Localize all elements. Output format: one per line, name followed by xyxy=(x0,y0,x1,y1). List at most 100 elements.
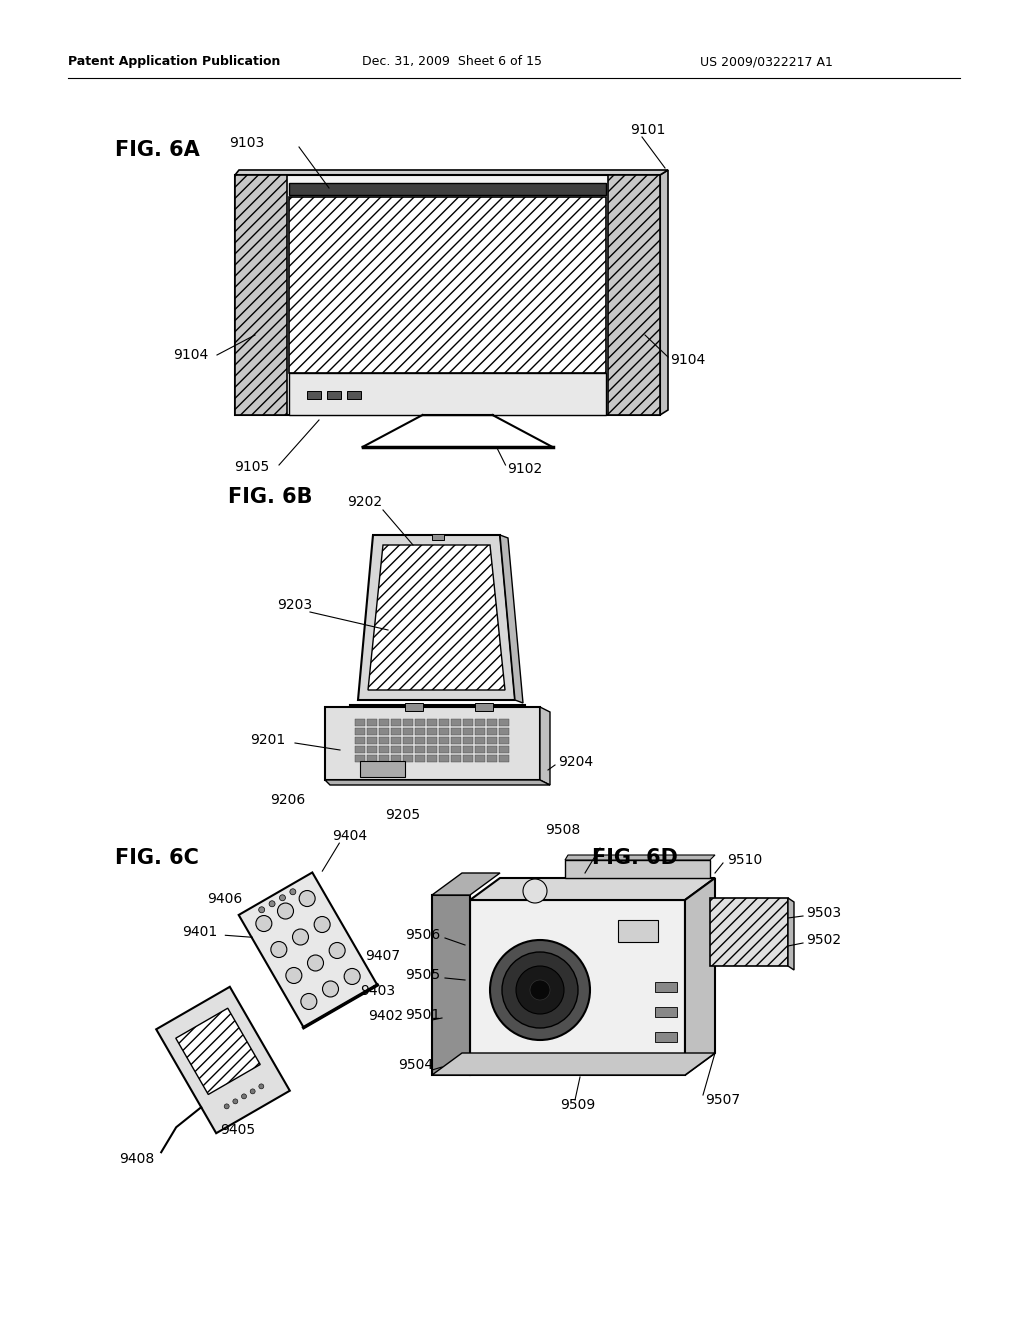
Bar xyxy=(415,746,425,752)
Text: 9202: 9202 xyxy=(347,495,382,510)
Text: 9401: 9401 xyxy=(182,925,218,940)
Text: 9205: 9205 xyxy=(385,808,420,822)
Circle shape xyxy=(290,888,296,895)
Circle shape xyxy=(293,929,308,945)
Bar xyxy=(391,755,401,762)
Bar xyxy=(355,737,365,744)
Polygon shape xyxy=(325,780,550,785)
Bar xyxy=(499,737,509,744)
Bar xyxy=(487,719,497,726)
Bar xyxy=(427,755,437,762)
Bar xyxy=(403,719,413,726)
Bar xyxy=(379,719,389,726)
Circle shape xyxy=(224,1104,229,1109)
Text: 9102: 9102 xyxy=(508,462,543,477)
Circle shape xyxy=(307,954,324,972)
Bar xyxy=(463,755,473,762)
Bar xyxy=(403,755,413,762)
Bar xyxy=(451,729,461,735)
Polygon shape xyxy=(368,545,505,690)
Text: Patent Application Publication: Patent Application Publication xyxy=(68,55,281,69)
Bar xyxy=(439,737,449,744)
Circle shape xyxy=(278,903,294,919)
Polygon shape xyxy=(325,708,540,780)
Circle shape xyxy=(232,1098,238,1104)
Bar xyxy=(499,719,509,726)
Bar xyxy=(655,1007,677,1016)
Text: 9510: 9510 xyxy=(727,853,762,867)
Bar xyxy=(475,729,485,735)
Bar xyxy=(367,755,377,762)
Text: FIG. 6A: FIG. 6A xyxy=(115,140,200,160)
Bar xyxy=(355,719,365,726)
Polygon shape xyxy=(470,900,685,1074)
Text: 9201: 9201 xyxy=(250,733,286,747)
Polygon shape xyxy=(500,535,523,704)
Bar xyxy=(391,737,401,744)
Bar xyxy=(355,729,365,735)
Text: 9204: 9204 xyxy=(558,755,593,770)
Polygon shape xyxy=(788,898,794,970)
Bar xyxy=(487,737,497,744)
Bar xyxy=(463,737,473,744)
Bar xyxy=(655,1032,677,1041)
Circle shape xyxy=(256,916,271,932)
Bar xyxy=(463,729,473,735)
Polygon shape xyxy=(608,176,660,414)
Circle shape xyxy=(271,941,287,957)
Bar xyxy=(403,746,413,752)
Bar xyxy=(347,391,361,399)
Circle shape xyxy=(314,916,330,932)
Polygon shape xyxy=(432,873,500,895)
Text: 9203: 9203 xyxy=(278,598,312,612)
Bar xyxy=(391,729,401,735)
Bar xyxy=(451,737,461,744)
Bar xyxy=(451,755,461,762)
Text: 9402: 9402 xyxy=(368,1008,403,1023)
Circle shape xyxy=(299,891,315,907)
Polygon shape xyxy=(239,873,377,1027)
Bar xyxy=(367,719,377,726)
Bar xyxy=(499,729,509,735)
Text: 9509: 9509 xyxy=(560,1098,595,1111)
Bar xyxy=(475,737,485,744)
Polygon shape xyxy=(685,878,715,1074)
Bar xyxy=(379,729,389,735)
Polygon shape xyxy=(289,197,606,374)
Bar xyxy=(355,755,365,762)
Bar xyxy=(307,391,321,399)
Circle shape xyxy=(286,968,302,983)
Polygon shape xyxy=(234,176,660,414)
Circle shape xyxy=(323,981,339,997)
Bar xyxy=(463,746,473,752)
Bar xyxy=(391,719,401,726)
Bar xyxy=(487,755,497,762)
Bar xyxy=(451,719,461,726)
Bar xyxy=(439,719,449,726)
Bar xyxy=(367,737,377,744)
Text: 9404: 9404 xyxy=(333,829,368,843)
Bar xyxy=(427,746,437,752)
Polygon shape xyxy=(234,176,287,414)
Polygon shape xyxy=(289,183,606,195)
Text: 9502: 9502 xyxy=(806,933,841,946)
Text: 9505: 9505 xyxy=(406,968,440,982)
Bar xyxy=(439,746,449,752)
Circle shape xyxy=(344,969,360,985)
Bar xyxy=(391,746,401,752)
Bar xyxy=(327,391,341,399)
Text: 9501: 9501 xyxy=(406,1008,440,1022)
Polygon shape xyxy=(710,898,788,966)
Polygon shape xyxy=(432,895,470,1074)
Circle shape xyxy=(502,952,578,1028)
Bar xyxy=(406,704,423,711)
Bar xyxy=(655,982,677,993)
Circle shape xyxy=(530,979,550,1001)
Bar xyxy=(427,729,437,735)
Polygon shape xyxy=(176,1008,260,1094)
Circle shape xyxy=(329,942,345,958)
Bar xyxy=(499,746,509,752)
Bar xyxy=(451,746,461,752)
Polygon shape xyxy=(565,861,710,878)
Bar xyxy=(355,746,365,752)
